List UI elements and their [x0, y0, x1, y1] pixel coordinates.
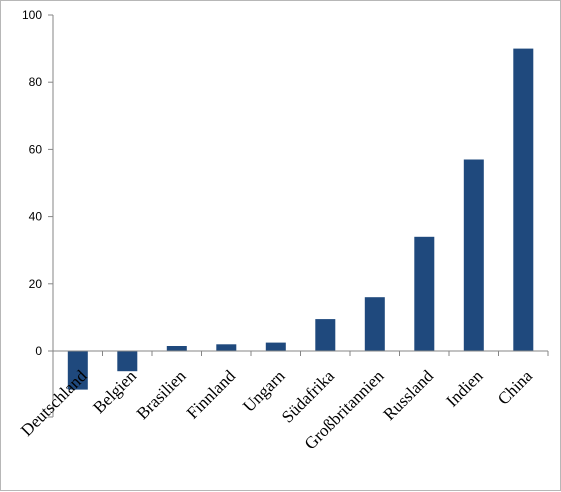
bar-belgien	[117, 351, 138, 372]
bar-finnland	[216, 344, 237, 351]
bar-indien	[463, 159, 484, 351]
bar-ungarn	[265, 342, 286, 351]
y-tick-label-60: 60	[29, 142, 43, 156]
x-tick-label-brasilien: Brasilien	[133, 366, 190, 423]
bar-südafrika	[315, 319, 336, 351]
x-tick-label-finnland: Finnland	[183, 366, 240, 423]
x-tick-label-russland: Russland	[380, 366, 438, 424]
bar-russland	[414, 236, 435, 351]
x-tick-label-deutschland: Deutschland	[17, 366, 91, 440]
y-tick-label-100: 100	[22, 8, 42, 22]
bar-deutschland	[67, 351, 88, 390]
bar-brasilien	[166, 346, 187, 351]
x-tick-label-china: China	[494, 366, 536, 408]
y-tick-label-80: 80	[29, 75, 43, 89]
x-tick-label-indien: Indien	[442, 366, 486, 410]
y-tick-label-0: 0	[35, 344, 42, 358]
bar-großbritannien	[364, 297, 385, 351]
y-tick-label-40: 40	[29, 210, 43, 224]
y-tick-label-20: 20	[29, 277, 43, 291]
bar-china	[513, 48, 534, 351]
